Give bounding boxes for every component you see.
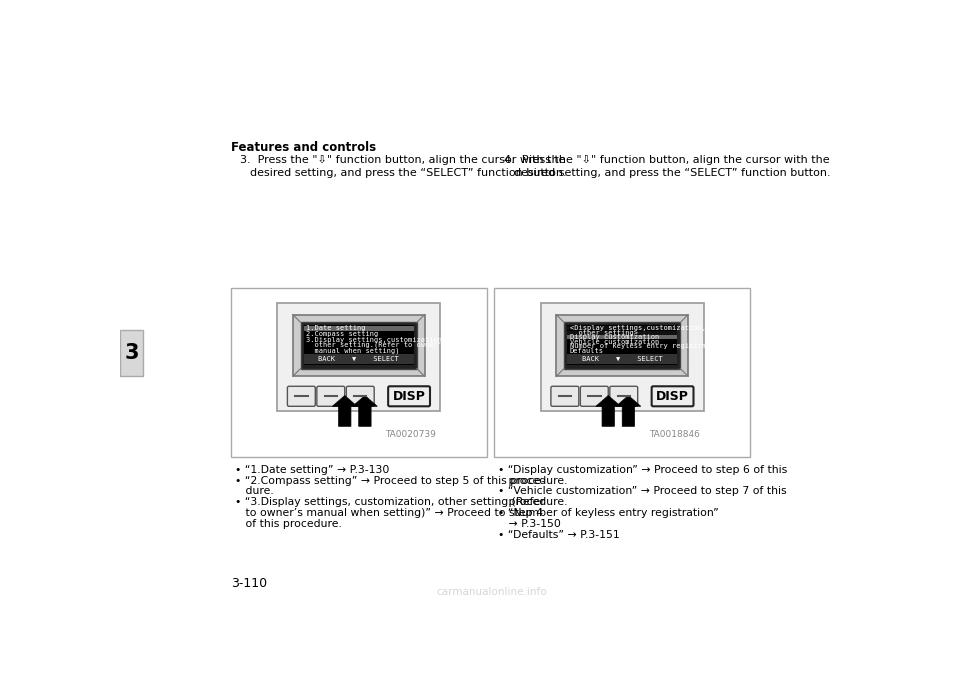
- Text: dure.: dure.: [234, 486, 274, 496]
- Text: Display customization: Display customization: [569, 334, 659, 340]
- Bar: [567, 326, 677, 330]
- Polygon shape: [332, 395, 357, 426]
- FancyBboxPatch shape: [388, 386, 430, 406]
- Text: • “Number of keyless entry registration”: • “Number of keyless entry registration”: [498, 508, 719, 518]
- Text: Vehicle customization: Vehicle customization: [569, 339, 659, 345]
- Text: procedure.: procedure.: [498, 475, 567, 485]
- Bar: [230, 287, 487, 457]
- Text: • “Vehicle customization” → Proceed to step 7 of this: • “Vehicle customization” → Proceed to s…: [498, 486, 787, 496]
- Text: TA0018846: TA0018846: [649, 430, 700, 439]
- Text: 3: 3: [125, 343, 139, 363]
- Text: carmanualonline.info: carmanualonline.info: [437, 587, 547, 597]
- Bar: [567, 336, 677, 339]
- Text: BACK    ▼    SELECT: BACK ▼ SELECT: [319, 356, 399, 362]
- Text: other setting.(Refer to owner's: other setting.(Refer to owner's: [306, 342, 446, 348]
- Bar: [293, 315, 424, 376]
- Text: 2.Compass setting: 2.Compass setting: [306, 331, 378, 337]
- Bar: [277, 303, 440, 411]
- Text: • “1.Date setting” → P.3-130: • “1.Date setting” → P.3-130: [234, 465, 389, 475]
- FancyBboxPatch shape: [610, 386, 637, 406]
- Text: of this procedure.: of this procedure.: [234, 519, 342, 529]
- Text: • “Defaults” → P.3-151: • “Defaults” → P.3-151: [498, 530, 620, 540]
- Bar: [120, 330, 143, 376]
- Text: • “Display customization” → Proceed to step 6 of this: • “Display customization” → Proceed to s…: [498, 465, 787, 475]
- Text: • “3.Display settings, customization, other setting.(Refer: • “3.Display settings, customization, ot…: [234, 497, 544, 507]
- Text: <Display settings,customization,: <Display settings,customization,: [569, 325, 706, 331]
- Text: • “2.Compass setting” → Proceed to step 5 of this proce-: • “2.Compass setting” → Proceed to step …: [234, 475, 544, 485]
- Text: desired setting, and press the “SELECT” function button.: desired setting, and press the “SELECT” …: [514, 168, 830, 178]
- Text: 4.  Press the "⇩" function button, align the cursor with the: 4. Press the "⇩" function button, align …: [504, 155, 829, 165]
- Bar: [567, 331, 677, 335]
- Text: DISP: DISP: [393, 390, 425, 403]
- FancyBboxPatch shape: [347, 386, 374, 406]
- Polygon shape: [352, 395, 377, 426]
- FancyBboxPatch shape: [581, 386, 609, 406]
- Bar: [557, 315, 688, 376]
- FancyBboxPatch shape: [287, 386, 315, 406]
- Text: Defaults: Defaults: [569, 348, 604, 354]
- Text: other setting>: other setting>: [569, 330, 637, 336]
- Bar: [540, 303, 704, 411]
- Text: 1.Date setting: 1.Date setting: [306, 325, 366, 332]
- FancyBboxPatch shape: [652, 386, 693, 406]
- Text: BACK    ▼    SELECT: BACK ▼ SELECT: [582, 356, 662, 362]
- Text: 3.Display settings,customization,: 3.Display settings,customization,: [306, 336, 446, 342]
- Text: to owner’s manual when setting)” → Proceed to step 4: to owner’s manual when setting)” → Proce…: [234, 508, 542, 518]
- Text: 3-110: 3-110: [230, 576, 267, 590]
- Bar: [564, 322, 681, 369]
- Polygon shape: [616, 395, 641, 426]
- Text: DISP: DISP: [656, 390, 689, 403]
- FancyBboxPatch shape: [551, 386, 579, 406]
- Bar: [567, 325, 677, 365]
- Bar: [303, 325, 414, 365]
- Bar: [303, 354, 414, 364]
- Text: desired setting, and press the “SELECT” function button.: desired setting, and press the “SELECT” …: [251, 168, 566, 178]
- Text: Number of keyless entry registration: Number of keyless entry registration: [569, 344, 723, 349]
- Text: 3.  Press the "⇩" function button, align the cursor with the: 3. Press the "⇩" function button, align …: [240, 155, 565, 165]
- Bar: [303, 326, 414, 331]
- Bar: [567, 354, 677, 364]
- Text: procedure.: procedure.: [498, 497, 567, 507]
- Text: manual when setting): manual when setting): [306, 347, 399, 354]
- Text: Features and controls: Features and controls: [230, 142, 376, 155]
- Bar: [300, 322, 417, 369]
- Text: → P.3-150: → P.3-150: [498, 519, 561, 529]
- Polygon shape: [596, 395, 621, 426]
- Text: TA0020739: TA0020739: [385, 430, 436, 439]
- FancyBboxPatch shape: [317, 386, 345, 406]
- Bar: [494, 287, 750, 457]
